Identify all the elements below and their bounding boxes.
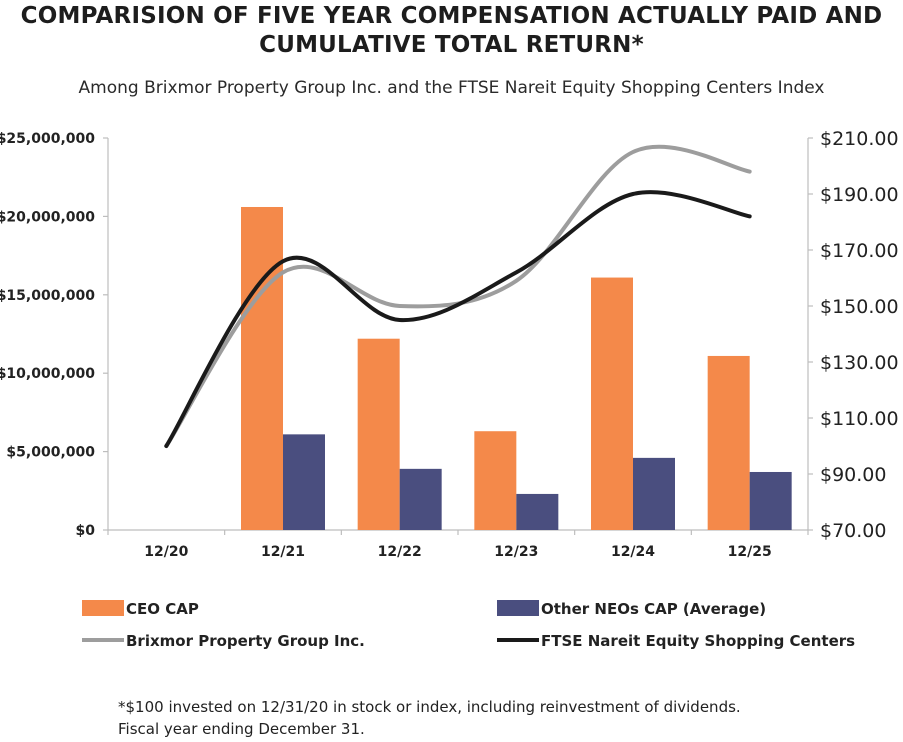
line-ftse-nareit-equity-shopping-centers <box>164 190 752 448</box>
left-tick-label: $5,000,000 <box>6 445 95 461</box>
bar-ceo-cap-12-21 <box>241 206 283 530</box>
left-tick-label: $10,000,000 <box>0 366 95 382</box>
left-tick-label: $15,000,000 <box>0 288 95 304</box>
bar-other-neos-cap-average-12-22 <box>399 468 442 530</box>
bars <box>241 206 792 530</box>
right-tick-label: $110.00 <box>820 408 899 430</box>
chart-title: COMPARISION OF FIVE YEAR COMPENSATION AC… <box>0 2 903 60</box>
left-tick-label: $20,000,000 <box>0 209 95 225</box>
footnote-line1: *$100 invested on 12/31/20 in stock or i… <box>118 698 741 716</box>
legend-label-ceo-cap: CEO CAP <box>126 600 199 618</box>
legend-label-other-neos-cap-average: Other NEOs CAP (Average) <box>541 600 766 618</box>
left-tick-label: $0 <box>76 523 96 539</box>
bar-other-neos-cap-average-12-23 <box>516 493 559 530</box>
x-tick-label: 12/23 <box>494 544 538 560</box>
axes: $0 $5,000,000 $10,000,000 $15,000,000 $20,00… <box>0 128 899 560</box>
x-tick-label: 12/21 <box>261 544 305 560</box>
chart-subtitle: Among Brixmor Property Group Inc. and th… <box>78 78 825 98</box>
chart-title-line2: CUMULATIVE TOTAL RETURN* <box>259 32 644 58</box>
bar-ceo-cap-12-25 <box>707 355 750 530</box>
bar-ceo-cap-12-22 <box>357 338 400 530</box>
bar-ceo-cap-12-23 <box>474 431 517 530</box>
footnote-line2: Fiscal year ending December 31. <box>118 720 365 738</box>
line-brixmor-property-group-inc <box>164 144 752 448</box>
bar-other-neos-cap-average-12-25 <box>749 471 792 530</box>
right-tick-label: $70.00 <box>820 520 886 542</box>
legend-swatch-ceo-cap <box>82 600 124 616</box>
right-tick-label: $190.00 <box>820 184 899 206</box>
bar-other-neos-cap-average-12-24 <box>633 457 675 530</box>
right-tick-label: $150.00 <box>820 296 899 318</box>
bar-ceo-cap-12-24 <box>591 277 633 530</box>
x-tick-label: 12/22 <box>378 544 422 560</box>
bar-other-neos-cap-average-12-21 <box>283 434 325 530</box>
right-tick-label: $130.00 <box>820 352 899 374</box>
right-tick-label: $210.00 <box>820 128 899 150</box>
chart-title-line1: COMPARISION OF FIVE YEAR COMPENSATION AC… <box>20 3 883 29</box>
legend-label-brixmor-property-group-inc: Brixmor Property Group Inc. <box>126 632 365 650</box>
x-tick-label: 12/25 <box>728 544 772 560</box>
series-lines <box>164 144 752 448</box>
footnote: *$100 invested on 12/31/20 in stock or i… <box>118 696 741 740</box>
right-tick-label: $90.00 <box>820 464 886 486</box>
legend: CEO CAP Other NEOs CAP (Average) Brixmor P… <box>82 600 855 650</box>
left-tick-label: $25,000,000 <box>0 131 95 147</box>
right-tick-label: $170.00 <box>820 240 899 262</box>
legend-swatch-other-neos-cap-average <box>497 600 539 616</box>
x-tick-label: 12/24 <box>611 544 655 560</box>
legend-label-ftse-nareit-equity-shopping-centers: FTSE Nareit Equity Shopping Centers <box>541 632 855 650</box>
x-tick-label: 12/20 <box>144 544 188 560</box>
